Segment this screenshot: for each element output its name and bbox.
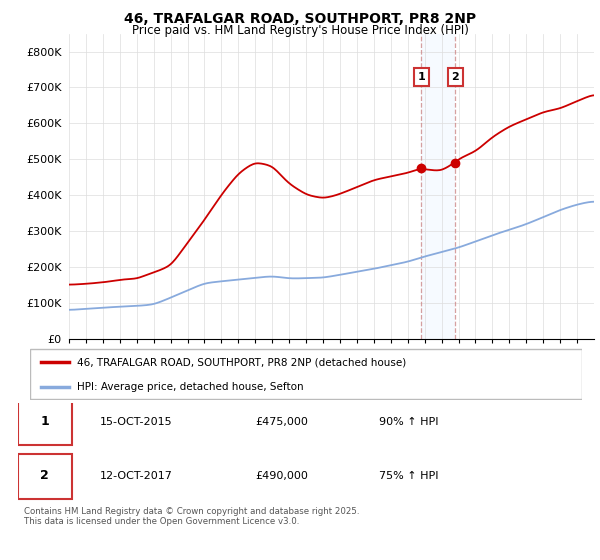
- Text: £490,000: £490,000: [255, 471, 308, 480]
- Text: 2: 2: [451, 72, 459, 82]
- Text: 12-OCT-2017: 12-OCT-2017: [100, 471, 173, 480]
- Text: 90% ↑ HPI: 90% ↑ HPI: [379, 417, 439, 427]
- Text: £475,000: £475,000: [255, 417, 308, 427]
- Text: 75% ↑ HPI: 75% ↑ HPI: [379, 471, 439, 480]
- Bar: [421, 34, 455, 339]
- Text: 15-OCT-2015: 15-OCT-2015: [100, 417, 172, 427]
- FancyBboxPatch shape: [18, 454, 71, 500]
- Text: Price paid vs. HM Land Registry's House Price Index (HPI): Price paid vs. HM Land Registry's House …: [131, 24, 469, 37]
- FancyBboxPatch shape: [30, 349, 582, 399]
- Text: HPI: Average price, detached house, Sefton: HPI: Average price, detached house, Seft…: [77, 381, 304, 391]
- Text: 46, TRAFALGAR ROAD, SOUTHPORT, PR8 2NP: 46, TRAFALGAR ROAD, SOUTHPORT, PR8 2NP: [124, 12, 476, 26]
- Text: 1: 1: [418, 72, 425, 82]
- Text: 46, TRAFALGAR ROAD, SOUTHPORT, PR8 2NP (detached house): 46, TRAFALGAR ROAD, SOUTHPORT, PR8 2NP (…: [77, 357, 406, 367]
- FancyBboxPatch shape: [18, 400, 71, 445]
- Text: 2: 2: [40, 469, 49, 482]
- Text: Contains HM Land Registry data © Crown copyright and database right 2025.
This d: Contains HM Land Registry data © Crown c…: [24, 507, 359, 526]
- Text: 1: 1: [40, 416, 49, 428]
